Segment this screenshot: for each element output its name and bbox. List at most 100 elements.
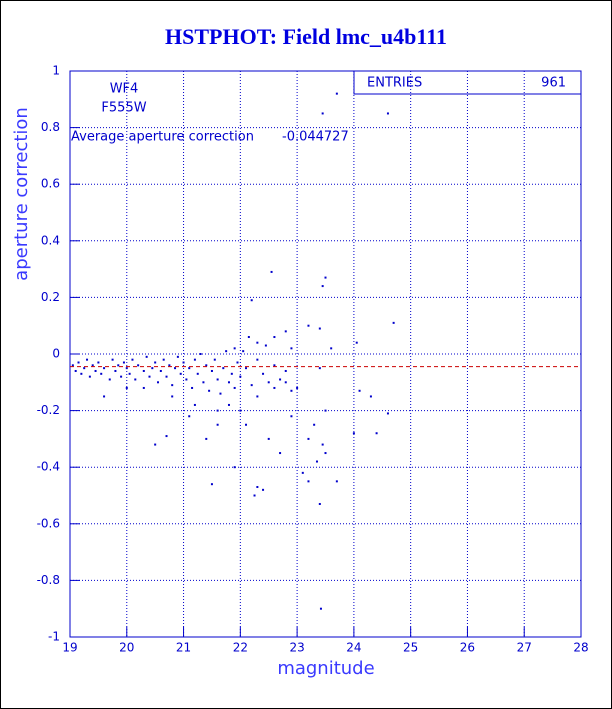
point [117, 364, 120, 367]
point [120, 375, 123, 378]
point [319, 607, 322, 610]
point [134, 378, 137, 381]
point [216, 423, 219, 426]
point [151, 367, 154, 370]
point [157, 381, 160, 384]
point [125, 367, 128, 370]
point [318, 327, 321, 330]
point [216, 378, 219, 381]
point [148, 375, 151, 378]
point [315, 460, 318, 463]
point [80, 372, 83, 375]
point [233, 386, 236, 389]
point [142, 386, 145, 389]
point [330, 347, 333, 350]
point [165, 435, 168, 438]
point [77, 361, 80, 364]
point [290, 347, 293, 350]
y-tick-label: -0.4 [37, 460, 60, 474]
point [296, 386, 299, 389]
y-tick-label: -0.2 [37, 403, 60, 417]
point [213, 358, 216, 361]
point [321, 443, 324, 446]
point [247, 336, 250, 339]
point [83, 367, 86, 370]
point [168, 364, 171, 367]
point [154, 443, 157, 446]
point [111, 358, 114, 361]
point [97, 361, 100, 364]
x-tick-label: 25 [403, 641, 418, 655]
point [307, 324, 310, 327]
point [128, 372, 131, 375]
point [86, 358, 89, 361]
point [188, 367, 191, 370]
point [174, 367, 177, 370]
point [103, 367, 106, 370]
point [355, 341, 358, 344]
x-tick-label: 27 [517, 641, 532, 655]
point [199, 353, 202, 355]
x-axis-label: magnitude [277, 658, 374, 679]
point [154, 361, 157, 364]
point [162, 358, 165, 361]
point [196, 372, 199, 375]
point [171, 395, 174, 398]
stats-label: ENTRIES [367, 76, 422, 91]
point [142, 369, 145, 372]
point [264, 344, 267, 347]
point [205, 364, 208, 367]
point [114, 369, 117, 372]
point [273, 386, 276, 389]
point [250, 384, 253, 387]
y-axis-label: aperture correction [11, 107, 32, 281]
point [386, 112, 389, 115]
y-tick-label: 0 [52, 347, 60, 361]
point [335, 92, 338, 95]
point [193, 358, 196, 361]
point [267, 381, 270, 384]
point [210, 369, 213, 372]
point [245, 423, 248, 426]
point [239, 409, 242, 412]
point [267, 437, 270, 440]
point [313, 423, 316, 426]
point [103, 395, 106, 398]
point [273, 336, 276, 339]
point [324, 276, 327, 279]
x-tick-label: 21 [176, 641, 191, 655]
point [307, 437, 310, 440]
point [290, 389, 293, 392]
point [185, 378, 188, 381]
point [318, 367, 321, 370]
y-tick-label: 1 [52, 64, 60, 78]
x-tick-label: 22 [233, 641, 248, 655]
point [159, 369, 162, 372]
point [210, 483, 213, 486]
point [216, 409, 219, 412]
point [188, 415, 191, 418]
stats-value: 961 [541, 76, 566, 91]
mean-value: -0.044727 [282, 130, 349, 145]
point [245, 367, 248, 370]
point [284, 330, 287, 333]
point [386, 412, 389, 415]
point [227, 381, 230, 384]
point [108, 378, 111, 381]
point [256, 395, 259, 398]
point [225, 350, 228, 353]
point [230, 372, 233, 375]
point [358, 389, 361, 392]
point [321, 112, 324, 115]
point [352, 432, 355, 435]
filter-label: F555W [101, 101, 146, 116]
point [193, 403, 196, 406]
point [256, 358, 259, 361]
y-tick-label: -0.8 [37, 573, 60, 587]
point [318, 502, 321, 505]
y-tick-label: 0.2 [41, 290, 60, 304]
y-tick-label: -0.6 [37, 516, 60, 530]
point [202, 381, 205, 384]
point [324, 452, 327, 455]
point [239, 375, 242, 378]
